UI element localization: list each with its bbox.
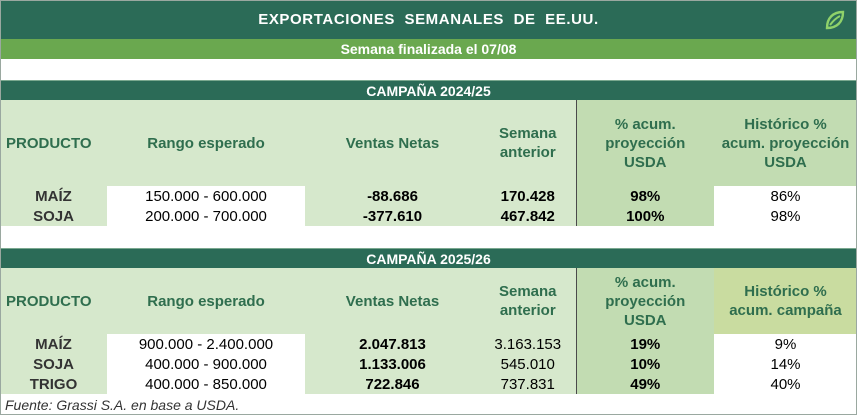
campaign-2024-table: PRODUCTO Rango esperado Ventas Netas Sem… bbox=[0, 100, 857, 226]
cell-acum: 19% bbox=[575, 334, 714, 354]
col-header-rango: Rango esperado bbox=[107, 100, 305, 186]
source-footnote: Fuente: Grassi S.A. en base a USDA. bbox=[5, 397, 240, 413]
subtitle-bar: Semana finalizada el 07/08 bbox=[0, 39, 857, 59]
cell-acum: 100% bbox=[575, 206, 714, 226]
col-header-historico: Histórico % acum. proyección USDA bbox=[714, 100, 857, 186]
cell-anterior: 545.010 bbox=[480, 354, 576, 374]
col-header-anterior: Semana anterior bbox=[480, 100, 576, 186]
leaf-logo-icon bbox=[825, 10, 845, 30]
page-title: EXPORTACIONES SEMANALES DE EE.UU. bbox=[258, 11, 599, 28]
cell-ventas: 1.133.006 bbox=[305, 354, 480, 374]
table-row: MAÍZ 150.000 - 600.000 -88.686 170.428 9… bbox=[0, 186, 857, 206]
cell-anterior: 3.163.153 bbox=[480, 334, 576, 354]
cell-producto: TRIGO bbox=[0, 374, 107, 394]
campaign-2024-bar: CAMPAÑA 2024/25 bbox=[0, 80, 857, 100]
cell-rango: 400.000 - 850.000 bbox=[107, 374, 305, 394]
cell-ventas: -377.610 bbox=[305, 206, 480, 226]
col-header-acum-text: % acum. proyección USDA bbox=[605, 273, 686, 329]
col-header-historico: Histórico % acum. campaña bbox=[714, 268, 857, 334]
cell-anterior: 737.831 bbox=[480, 374, 576, 394]
campaign-2025-bar: CAMPAÑA 2025/26 bbox=[0, 248, 857, 268]
cell-acum: 10% bbox=[575, 354, 714, 374]
table-row: TRIGO 400.000 - 850.000 722.846 737.831 … bbox=[0, 374, 857, 394]
col-header-historico-text: Histórico % acum. campaña bbox=[729, 283, 842, 319]
campaign-2025-table: PRODUCTO Rango esperado Ventas Netas Sem… bbox=[0, 268, 857, 394]
cell-rango: 400.000 - 900.000 bbox=[107, 354, 305, 374]
table-header-row: PRODUCTO Rango esperado Ventas Netas Sem… bbox=[0, 100, 857, 186]
cell-producto: SOJA bbox=[0, 206, 107, 226]
campaign-label: CAMPAÑA 2025/26 bbox=[366, 250, 491, 267]
cell-acum: 98% bbox=[575, 186, 714, 206]
table-row: MAÍZ 900.000 - 2.400.000 2.047.813 3.163… bbox=[0, 334, 857, 354]
cell-producto: MAÍZ bbox=[0, 186, 107, 206]
cell-historico: 14% bbox=[714, 354, 857, 374]
table-row: SOJA 200.000 - 700.000 -377.610 467.842 … bbox=[0, 206, 857, 226]
col-header-historico-text: Histórico % acum. proyección USDA bbox=[721, 115, 850, 171]
col-header-producto: PRODUCTO bbox=[0, 268, 107, 334]
cell-historico: 86% bbox=[714, 186, 857, 206]
cell-anterior: 467.842 bbox=[480, 206, 576, 226]
cell-rango: 150.000 - 600.000 bbox=[107, 186, 305, 206]
col-header-acum: % acum. proyección USDA bbox=[575, 268, 714, 334]
cell-ventas: 722.846 bbox=[305, 374, 480, 394]
col-header-ventas: Ventas Netas bbox=[305, 268, 480, 334]
campaign-label: CAMPAÑA 2024/25 bbox=[366, 82, 491, 99]
col-header-anterior-text: Semana anterior bbox=[498, 283, 557, 319]
cell-ventas: -88.686 bbox=[305, 186, 480, 206]
cell-historico: 9% bbox=[714, 334, 857, 354]
col-header-anterior: Semana anterior bbox=[480, 268, 576, 334]
cell-acum: 49% bbox=[575, 374, 714, 394]
table-header-row: PRODUCTO Rango esperado Ventas Netas Sem… bbox=[0, 268, 857, 334]
cell-historico: 98% bbox=[714, 206, 857, 226]
cell-producto: MAÍZ bbox=[0, 334, 107, 354]
cell-producto: SOJA bbox=[0, 354, 107, 374]
cell-ventas: 2.047.813 bbox=[305, 334, 480, 354]
cell-rango: 200.000 - 700.000 bbox=[107, 206, 305, 226]
col-header-producto: PRODUCTO bbox=[0, 100, 107, 186]
week-label: Semana finalizada el 07/08 bbox=[340, 41, 517, 57]
col-header-ventas: Ventas Netas bbox=[305, 100, 480, 186]
title-bar: EXPORTACIONES SEMANALES DE EE.UU. bbox=[0, 0, 857, 39]
col-header-anterior-text: Semana anterior bbox=[498, 125, 557, 161]
col-header-acum: % acum. proyección USDA bbox=[575, 100, 714, 186]
cell-rango: 900.000 - 2.400.000 bbox=[107, 334, 305, 354]
col-header-acum-text: % acum. proyección USDA bbox=[605, 115, 686, 171]
table-row: SOJA 400.000 - 900.000 1.133.006 545.010… bbox=[0, 354, 857, 374]
cell-historico: 40% bbox=[714, 374, 857, 394]
col-header-rango: Rango esperado bbox=[107, 268, 305, 334]
cell-anterior: 170.428 bbox=[480, 186, 576, 206]
